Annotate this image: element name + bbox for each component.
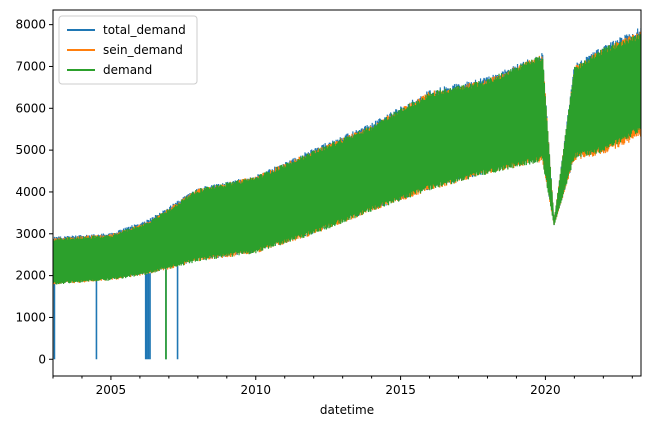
- legend-item: demand: [67, 63, 152, 77]
- y-tick-label: 4000: [15, 185, 46, 199]
- x-tick-label: 2020: [530, 383, 561, 397]
- legend-label: demand: [103, 63, 152, 77]
- x-tick-label: 2005: [96, 383, 127, 397]
- x-tick-label: 2015: [385, 383, 416, 397]
- y-tick-label: 3000: [15, 227, 46, 241]
- y-tick-label: 7000: [15, 59, 46, 73]
- legend-label: sein_demand: [103, 43, 183, 57]
- legend-label: total_demand: [103, 23, 186, 37]
- axes-frame: [52, 9, 642, 377]
- y-tick-label: 6000: [15, 101, 46, 115]
- y-axis: 0 1000 2000 3000 4000 5000 6000 7000 8000: [15, 18, 53, 366]
- series-demand: [53, 34, 641, 360]
- x-axis: 2005 2010 2015 2020: [52, 376, 633, 397]
- y-tick-label: 1000: [15, 310, 46, 324]
- legend-item: total_demand: [67, 23, 186, 37]
- y-tick-label: 8000: [15, 18, 46, 32]
- y-tick-label: 5000: [15, 143, 46, 157]
- series-line: [53, 34, 641, 285]
- legend-box: [58, 15, 198, 85]
- legend-item: sein_demand: [67, 43, 183, 57]
- y-tick-label: 2000: [15, 269, 46, 283]
- x-axis-title: datetime: [320, 403, 374, 417]
- series-layer: [53, 28, 641, 360]
- y-tick-label: 0: [38, 352, 46, 366]
- x-tick-label: 2010: [240, 383, 271, 397]
